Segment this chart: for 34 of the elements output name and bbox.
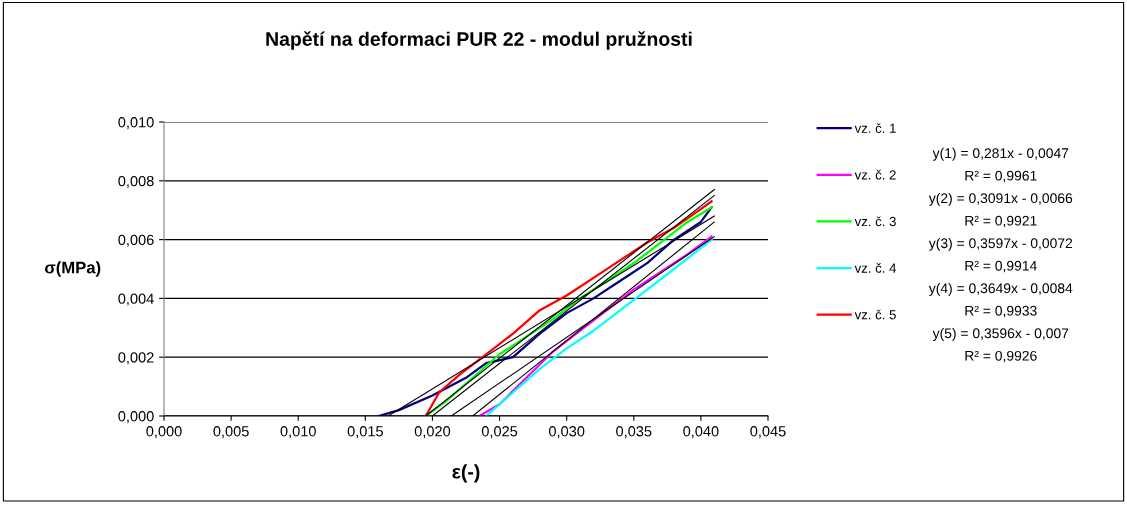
text: R² = 0,9933 [965, 305, 1037, 318]
y-tick-label: 0,006 [118, 234, 154, 247]
legend-label: vz. č. 4 [854, 263, 897, 273]
text: R² = 0,9921 [965, 215, 1037, 228]
text: R² = 0,9961 [965, 170, 1037, 183]
legend-label: vz. č. 1 [854, 123, 896, 133]
x-tick-label: 0,020 [414, 426, 451, 439]
x-tick-label: 0,040 [683, 426, 719, 439]
legend-label: vz. č. 5 [854, 309, 896, 320]
text: y(2) = 0,3091x - 0,0066 [928, 192, 1073, 206]
text: y(4) = 0,3649x - 0,0084 [928, 282, 1073, 296]
x-tick-label: 0,045 [750, 426, 786, 439]
legend-label: vz. č. 3 [854, 216, 896, 227]
x-tick-label: 0,010 [280, 426, 316, 439]
x-tick-label: 0,030 [548, 426, 585, 439]
x-tick-label: 0,035 [616, 426, 652, 439]
x-tick-label: 0,000 [146, 426, 182, 439]
x-tick-label: 0,015 [347, 426, 383, 439]
legend-label: vz. č. 2 [854, 169, 896, 180]
y-tick-label: 0,008 [118, 175, 154, 188]
y-tick-label: 0,002 [118, 352, 154, 365]
x-axis-title: ε(-) [452, 464, 480, 483]
x-tick-label: 0,025 [481, 426, 518, 439]
chart-title: Napětí na deformaci PUR 22 - modul pružnosti [266, 31, 692, 50]
y-tick-label: 0,010 [118, 117, 154, 130]
x-tick-label: 0,005 [213, 426, 249, 439]
y-tick-label: 0,004 [118, 293, 154, 306]
y-tick-label: 0,000 [118, 411, 154, 424]
text: y(1) = 0,281x - 0,0047 [932, 147, 1069, 161]
y-axis-title: σ(MPa) [45, 261, 101, 277]
text: y(3) = 0,3597x - 0,0072 [928, 237, 1073, 251]
text: R² = 0,9926 [965, 350, 1037, 363]
text: y(5) = 0,3596x - 0,007 [932, 327, 1069, 341]
text: R² = 0,9914 [965, 260, 1037, 273]
